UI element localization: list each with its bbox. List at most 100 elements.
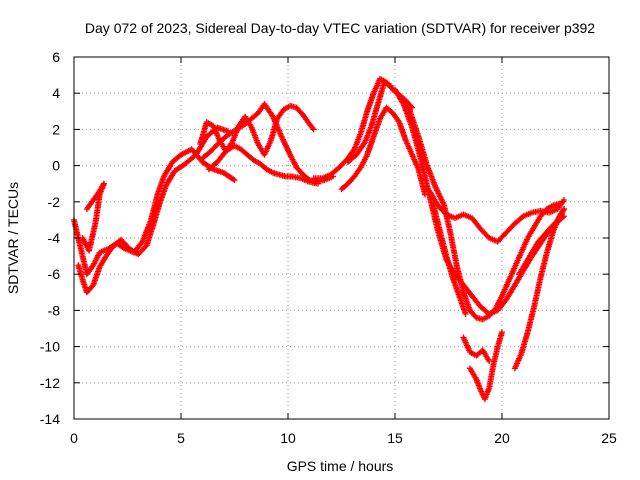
data-point-fill xyxy=(537,251,550,280)
data-point-fill xyxy=(284,173,294,180)
y-axis-label: SDTVAR / TECUs xyxy=(5,182,21,294)
data-point-fill xyxy=(207,160,220,172)
series-track-10 xyxy=(344,79,394,165)
data-point-fill xyxy=(197,120,210,146)
series-track-16 xyxy=(460,334,493,365)
data-point-fill xyxy=(371,77,383,95)
y-tick-label: -14 xyxy=(40,411,60,427)
data-point-fill xyxy=(437,229,449,258)
data-point-fill xyxy=(506,265,518,283)
data-point-fill xyxy=(97,254,109,269)
data-point-fill xyxy=(209,140,222,153)
chart-title: Day 072 of 2023, Sidereal Day-to-day VTE… xyxy=(85,20,595,36)
data-point-fill xyxy=(243,115,254,129)
x-tick-label: 0 xyxy=(70,430,78,446)
data-point xyxy=(499,329,505,336)
data-point-fill xyxy=(346,152,359,164)
data-point-fill xyxy=(239,147,250,157)
data-point-fill xyxy=(470,216,483,231)
data-point-fill xyxy=(544,229,556,254)
x-tick-label: 25 xyxy=(601,430,617,446)
data-point-fill xyxy=(148,193,161,222)
data-point-fill xyxy=(517,261,528,276)
data-point-fill xyxy=(461,290,473,312)
data-point-fill xyxy=(91,189,102,202)
data-point-fill xyxy=(210,124,222,142)
data-point-fill xyxy=(396,120,409,142)
data-point-fill xyxy=(555,198,566,211)
y-tick-label: -4 xyxy=(48,230,61,246)
data-point-fill xyxy=(443,254,456,280)
data-point-fill xyxy=(555,214,566,224)
data-point-fill xyxy=(155,175,167,197)
data-point-fill xyxy=(495,297,509,312)
data-point-fill xyxy=(91,251,102,267)
data-point-fill xyxy=(368,102,381,128)
y-tick-label: 0 xyxy=(52,158,60,174)
data-point-fill xyxy=(268,117,280,142)
data-point-fill xyxy=(504,283,517,302)
data-point-fill xyxy=(183,152,198,166)
data-point-fill xyxy=(84,263,96,276)
y-tick-label: 2 xyxy=(52,121,60,137)
data-point-fill xyxy=(418,156,432,196)
y-tick-label: 4 xyxy=(52,85,60,101)
data-point-fill xyxy=(249,111,260,121)
data-point-fill xyxy=(518,330,531,356)
data-point-fill xyxy=(157,184,169,206)
series-track-15 xyxy=(466,329,505,403)
y-tick-label: 6 xyxy=(52,49,60,65)
data-point-fill xyxy=(523,251,534,265)
data-point-fill xyxy=(352,165,363,178)
data-point-fill xyxy=(480,348,492,363)
data-point-fill xyxy=(403,138,415,157)
data-point-fill xyxy=(461,336,473,354)
data-point-fill xyxy=(354,140,368,157)
data-point xyxy=(100,180,107,187)
series-track-3 xyxy=(79,180,107,254)
series-track-7 xyxy=(205,142,321,187)
x-tick-label: 20 xyxy=(494,430,510,446)
data-point-fill xyxy=(84,198,96,211)
data-point-fill xyxy=(445,212,457,221)
data-point-fill xyxy=(436,203,449,217)
data-point-fill xyxy=(536,232,547,244)
data-point-fill xyxy=(525,225,537,240)
data-point-fill xyxy=(301,113,312,126)
data-point xyxy=(561,206,568,213)
data-point-fill xyxy=(531,276,544,309)
data-point-fill xyxy=(407,109,421,139)
data-point-fill xyxy=(454,265,467,294)
data-point-fill xyxy=(358,109,370,135)
data-point-fill xyxy=(375,80,387,106)
data-point-fill xyxy=(71,218,83,249)
data-point-fill xyxy=(287,153,299,169)
data-point-fill xyxy=(486,363,497,390)
data-point-fill xyxy=(481,313,491,322)
data-point-fill xyxy=(416,135,430,167)
data-point-fill xyxy=(233,143,243,152)
data-point xyxy=(561,196,568,203)
data-point-fill xyxy=(384,105,395,115)
data-point-fill xyxy=(512,251,524,269)
data-point-fill xyxy=(84,283,96,295)
data-point-fill xyxy=(453,212,465,221)
data-point xyxy=(387,82,394,89)
data-point-fill xyxy=(278,172,288,179)
data-point-fill xyxy=(144,223,156,247)
data-point-fill xyxy=(321,172,333,181)
data-point-fill xyxy=(482,386,492,401)
data-point-fill xyxy=(265,167,275,175)
data-point-fill xyxy=(337,156,350,170)
data-point xyxy=(310,126,317,133)
data-point-fill xyxy=(513,214,526,226)
data-point-fill xyxy=(150,202,163,227)
data-point xyxy=(462,311,469,318)
data-point-fill xyxy=(499,280,511,298)
data-point-fill xyxy=(470,294,483,309)
data-point-fill xyxy=(371,117,383,139)
series-track-9 xyxy=(338,104,428,198)
data-point-fill xyxy=(299,176,311,185)
data-point-fill xyxy=(474,315,485,322)
series-track-1 xyxy=(71,146,238,278)
